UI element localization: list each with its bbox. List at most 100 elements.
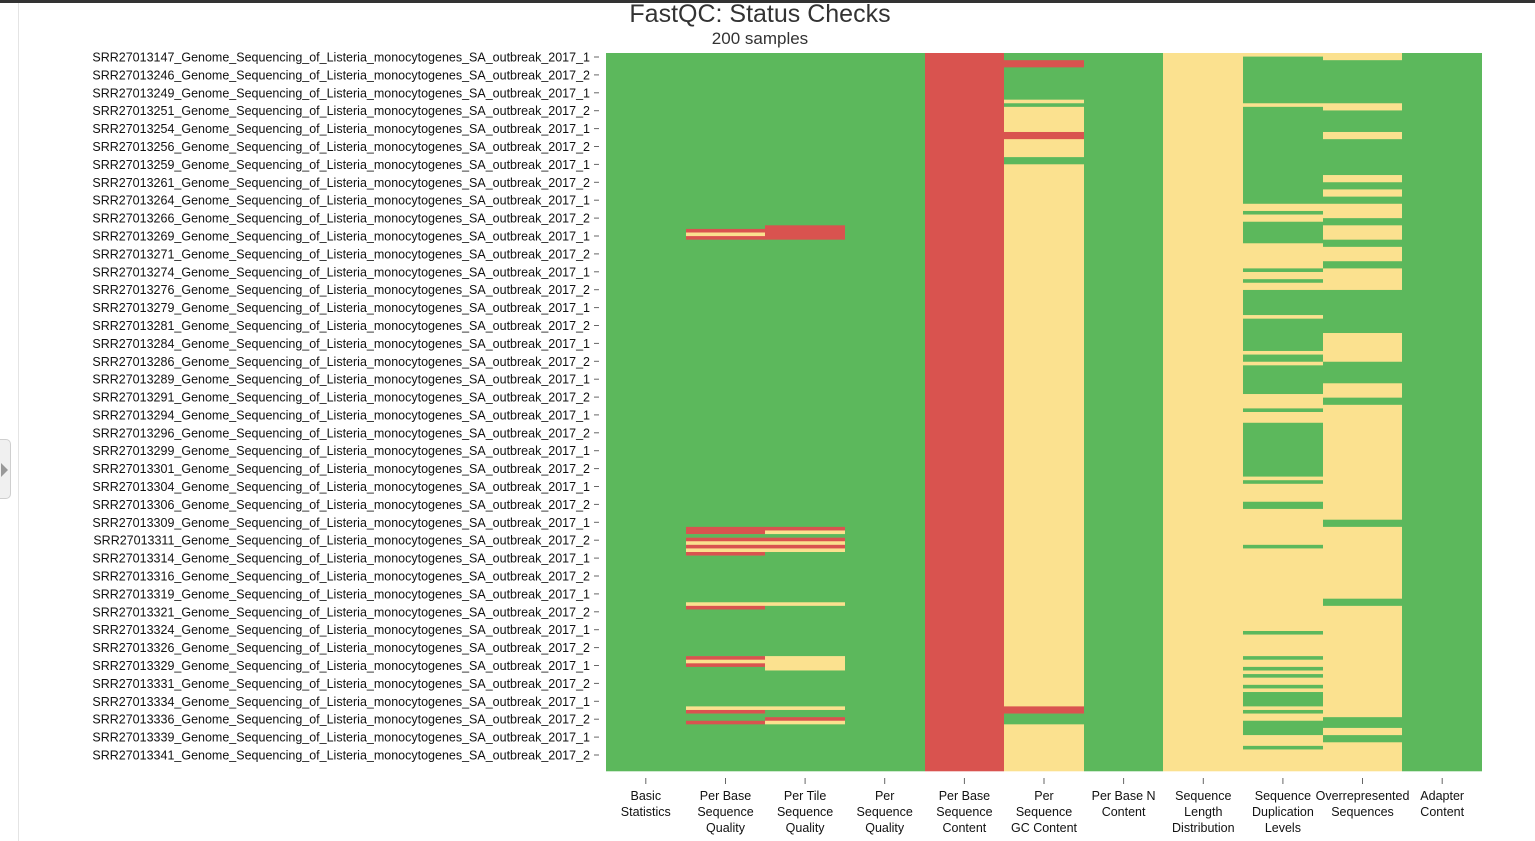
heatmap-cell-pass[interactable] xyxy=(1243,544,1323,549)
heatmap-cell-warn[interactable] xyxy=(1243,548,1323,632)
sidebar-toggle-button[interactable] xyxy=(0,439,11,499)
heatmap-cell-pass[interactable] xyxy=(765,239,845,528)
heatmap-cell-warn[interactable] xyxy=(1243,634,1323,657)
heatmap-cell-pass[interactable] xyxy=(1243,408,1323,413)
heatmap-cell-warn[interactable] xyxy=(765,541,845,546)
heatmap-cell-fail[interactable] xyxy=(686,552,765,556)
heatmap-cell-pass[interactable] xyxy=(765,709,845,718)
heatmap-cell-fail[interactable] xyxy=(765,225,845,240)
heatmap-cell-pass[interactable] xyxy=(1084,53,1163,772)
heatmap-cell-pass[interactable] xyxy=(1004,53,1084,61)
heatmap-cell-warn[interactable] xyxy=(1243,659,1323,668)
heatmap-cell-pass[interactable] xyxy=(1323,110,1402,133)
heatmap-cell-fail[interactable] xyxy=(925,53,1004,772)
heatmap-cell-warn[interactable] xyxy=(1323,131,1402,140)
heatmap-cell-warn[interactable] xyxy=(1243,713,1323,722)
heatmap-cell-warn[interactable] xyxy=(1243,677,1323,686)
heatmap-cell-warn[interactable] xyxy=(686,541,765,546)
heatmap-cell-warn[interactable] xyxy=(765,656,845,671)
heatmap-cell-warn[interactable] xyxy=(1323,383,1402,398)
heatmap-cell-fail[interactable] xyxy=(686,236,765,240)
heatmap-cell-fail[interactable] xyxy=(1004,706,1084,714)
heatmap-cell-pass[interactable] xyxy=(1243,656,1323,661)
heatmap-cell-warn[interactable] xyxy=(1004,106,1084,133)
heatmap-cell-warn[interactable] xyxy=(1243,271,1323,280)
heatmap-cell-pass[interactable] xyxy=(1243,354,1323,363)
heatmap-cell-warn[interactable] xyxy=(1243,350,1323,355)
heatmap-cell-warn[interactable] xyxy=(1243,103,1323,108)
heatmap-cell-pass[interactable] xyxy=(1243,210,1323,215)
heatmap-cell-warn[interactable] xyxy=(1243,749,1323,772)
heatmap-cell-warn[interactable] xyxy=(1243,508,1323,546)
heatmap-cell-fail[interactable] xyxy=(686,526,765,535)
heatmap-cell-pass[interactable] xyxy=(1323,289,1402,334)
heatmap-cell-pass[interactable] xyxy=(1004,713,1084,725)
heatmap-cell-warn[interactable] xyxy=(1163,53,1243,772)
heatmap-cell-warn[interactable] xyxy=(1004,139,1084,158)
heatmap-cell-warn[interactable] xyxy=(1004,99,1084,104)
heatmap-cell-pass[interactable] xyxy=(1323,239,1402,248)
heatmap-cell-pass[interactable] xyxy=(606,53,686,772)
heatmap-cell-warn[interactable] xyxy=(686,548,765,553)
heatmap-cell-pass[interactable] xyxy=(1243,422,1323,477)
heatmap-cell-pass[interactable] xyxy=(1323,196,1402,205)
heatmap-cell-pass[interactable] xyxy=(1323,218,1402,226)
heatmap-cell-warn[interactable] xyxy=(1243,361,1323,366)
heatmap-cell-fail[interactable] xyxy=(686,228,765,233)
heatmap-cell-warn[interactable] xyxy=(1323,203,1402,219)
heatmap-cell-warn[interactable] xyxy=(1323,742,1402,772)
heatmap-cell-warn[interactable] xyxy=(765,602,845,607)
heatmap-cell-warn[interactable] xyxy=(1243,243,1323,269)
heatmap-cell-pass[interactable] xyxy=(1323,139,1402,176)
heatmap-cell-pass[interactable] xyxy=(1323,519,1402,528)
heatmap-cell-warn[interactable] xyxy=(1243,476,1323,481)
heatmap-cell-pass[interactable] xyxy=(1402,53,1482,772)
heatmap-cell-pass[interactable] xyxy=(765,53,845,226)
heatmap-cell-pass[interactable] xyxy=(1323,60,1402,104)
heatmap-cell-warn[interactable] xyxy=(1243,735,1323,747)
heatmap-cell-warn[interactable] xyxy=(1243,706,1323,711)
heatmap-cell-fail[interactable] xyxy=(686,663,765,668)
heatmap-cell-pass[interactable] xyxy=(1243,318,1323,352)
heatmap-cell-pass[interactable] xyxy=(1243,221,1323,244)
heatmap-cell-pass[interactable] xyxy=(765,552,845,603)
heatmap-cell-warn[interactable] xyxy=(1243,203,1323,212)
heatmap-cell-warn[interactable] xyxy=(686,659,765,664)
heatmap-cell-warn[interactable] xyxy=(1323,526,1402,599)
heatmap-cell-pass[interactable] xyxy=(686,555,765,603)
heatmap-cell-pass[interactable] xyxy=(686,239,765,528)
heatmap-cell-pass[interactable] xyxy=(1243,709,1323,714)
heatmap-cell-warn[interactable] xyxy=(1323,727,1402,736)
heatmap-cell-pass[interactable] xyxy=(1243,480,1323,485)
heatmap-cell-warn[interactable] xyxy=(686,602,765,607)
heatmap-cell-pass[interactable] xyxy=(686,534,765,538)
heatmap-cell-warn[interactable] xyxy=(686,232,765,237)
heatmap-cell-warn[interactable] xyxy=(765,706,845,711)
heatmap-cell-pass[interactable] xyxy=(1323,598,1402,607)
heatmap-cell-pass[interactable] xyxy=(765,670,845,707)
heatmap-cell-pass[interactable] xyxy=(1243,56,1323,104)
heatmap-cell-pass[interactable] xyxy=(765,534,845,538)
heatmap-cell-pass[interactable] xyxy=(686,713,765,722)
heatmap-cell-pass[interactable] xyxy=(845,53,925,772)
heatmap-cell-fail[interactable] xyxy=(1004,131,1084,140)
heatmap-cell-fail[interactable] xyxy=(765,537,845,542)
heatmap-cell-warn[interactable] xyxy=(1323,225,1402,240)
heatmap-cell-pass[interactable] xyxy=(1004,67,1084,100)
heatmap-cell-pass[interactable] xyxy=(1323,182,1402,190)
heatmap-cell-pass[interactable] xyxy=(1323,397,1402,406)
heatmap-cell-pass[interactable] xyxy=(686,666,765,707)
heatmap-cell-fail[interactable] xyxy=(686,720,765,725)
heatmap-cell-pass[interactable] xyxy=(1243,501,1323,510)
heatmap-cell-warn[interactable] xyxy=(765,530,845,535)
heatmap-cell-pass[interactable] xyxy=(765,605,845,657)
heatmap-cell-warn[interactable] xyxy=(1323,333,1402,363)
heatmap-cell-pass[interactable] xyxy=(1323,361,1402,384)
heatmap-cell-warn[interactable] xyxy=(686,706,765,711)
heatmap-cell-warn[interactable] xyxy=(1243,483,1323,503)
heatmap-cell-warn[interactable] xyxy=(1323,246,1402,262)
heatmap-cell-fail[interactable] xyxy=(686,656,765,661)
heatmap-cell-pass[interactable] xyxy=(1243,268,1323,273)
heatmap-cell-warn[interactable] xyxy=(1323,103,1402,111)
heatmap-cell-fail[interactable] xyxy=(765,526,845,531)
